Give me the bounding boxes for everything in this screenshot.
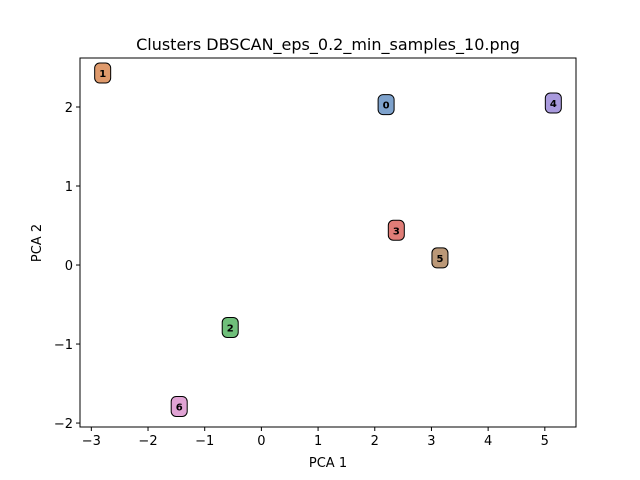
x-tick-label: −3 [82,434,101,449]
cluster-label: 4 [550,99,557,110]
x-tick-label: 2 [371,434,379,449]
x-tick-label: 0 [257,434,265,449]
x-tick-label: −1 [195,434,214,449]
cluster-label: 6 [176,402,183,413]
cluster-5-point: 5 [431,247,449,269]
y-tick-label: 1 [65,180,73,195]
x-axis-label: PCA 1 [309,456,347,471]
x-tick-label: 1 [314,434,322,449]
cluster-marker [387,219,405,241]
cluster-marker [544,92,562,114]
axes-frame [79,57,577,428]
y-tick-label: −2 [54,417,73,432]
y-axis-label: PCA 2 [30,224,45,262]
cluster-marker [431,247,449,269]
x-tick-label: 4 [484,434,492,449]
y-tick-label: −1 [54,338,73,353]
cluster-marker [377,94,395,116]
cluster-3-point: 3 [387,219,405,241]
cluster-2-point: 2 [221,316,239,338]
x-tick-label: 5 [541,434,549,449]
chart-title: Clusters DBSCAN_eps_0.2_min_samples_10.p… [136,35,520,55]
cluster-4-point: 4 [544,92,562,114]
x-tick-label: −2 [138,434,157,449]
cluster-6-point: 6 [170,395,188,417]
cluster-label: 2 [227,323,234,334]
x-tick-label: 3 [427,434,435,449]
cluster-1-point: 1 [94,62,112,84]
y-tick-label: 0 [65,259,73,274]
cluster-label: 1 [99,69,106,80]
plot-area: 0 1 2 3 4 5 6 [94,62,562,417]
cluster-marker [170,395,188,417]
x-axis: −3 −2 −1 0 1 2 3 4 5 [82,427,549,449]
cluster-marker [221,316,239,338]
y-tick-label: 2 [65,101,73,116]
cluster-label: 0 [383,101,390,112]
cluster-label: 5 [436,254,443,265]
cluster-label: 3 [393,226,400,237]
y-axis: −2 −1 0 1 2 [54,101,80,432]
cluster-marker [94,62,112,84]
cluster-0-point: 0 [377,94,395,116]
